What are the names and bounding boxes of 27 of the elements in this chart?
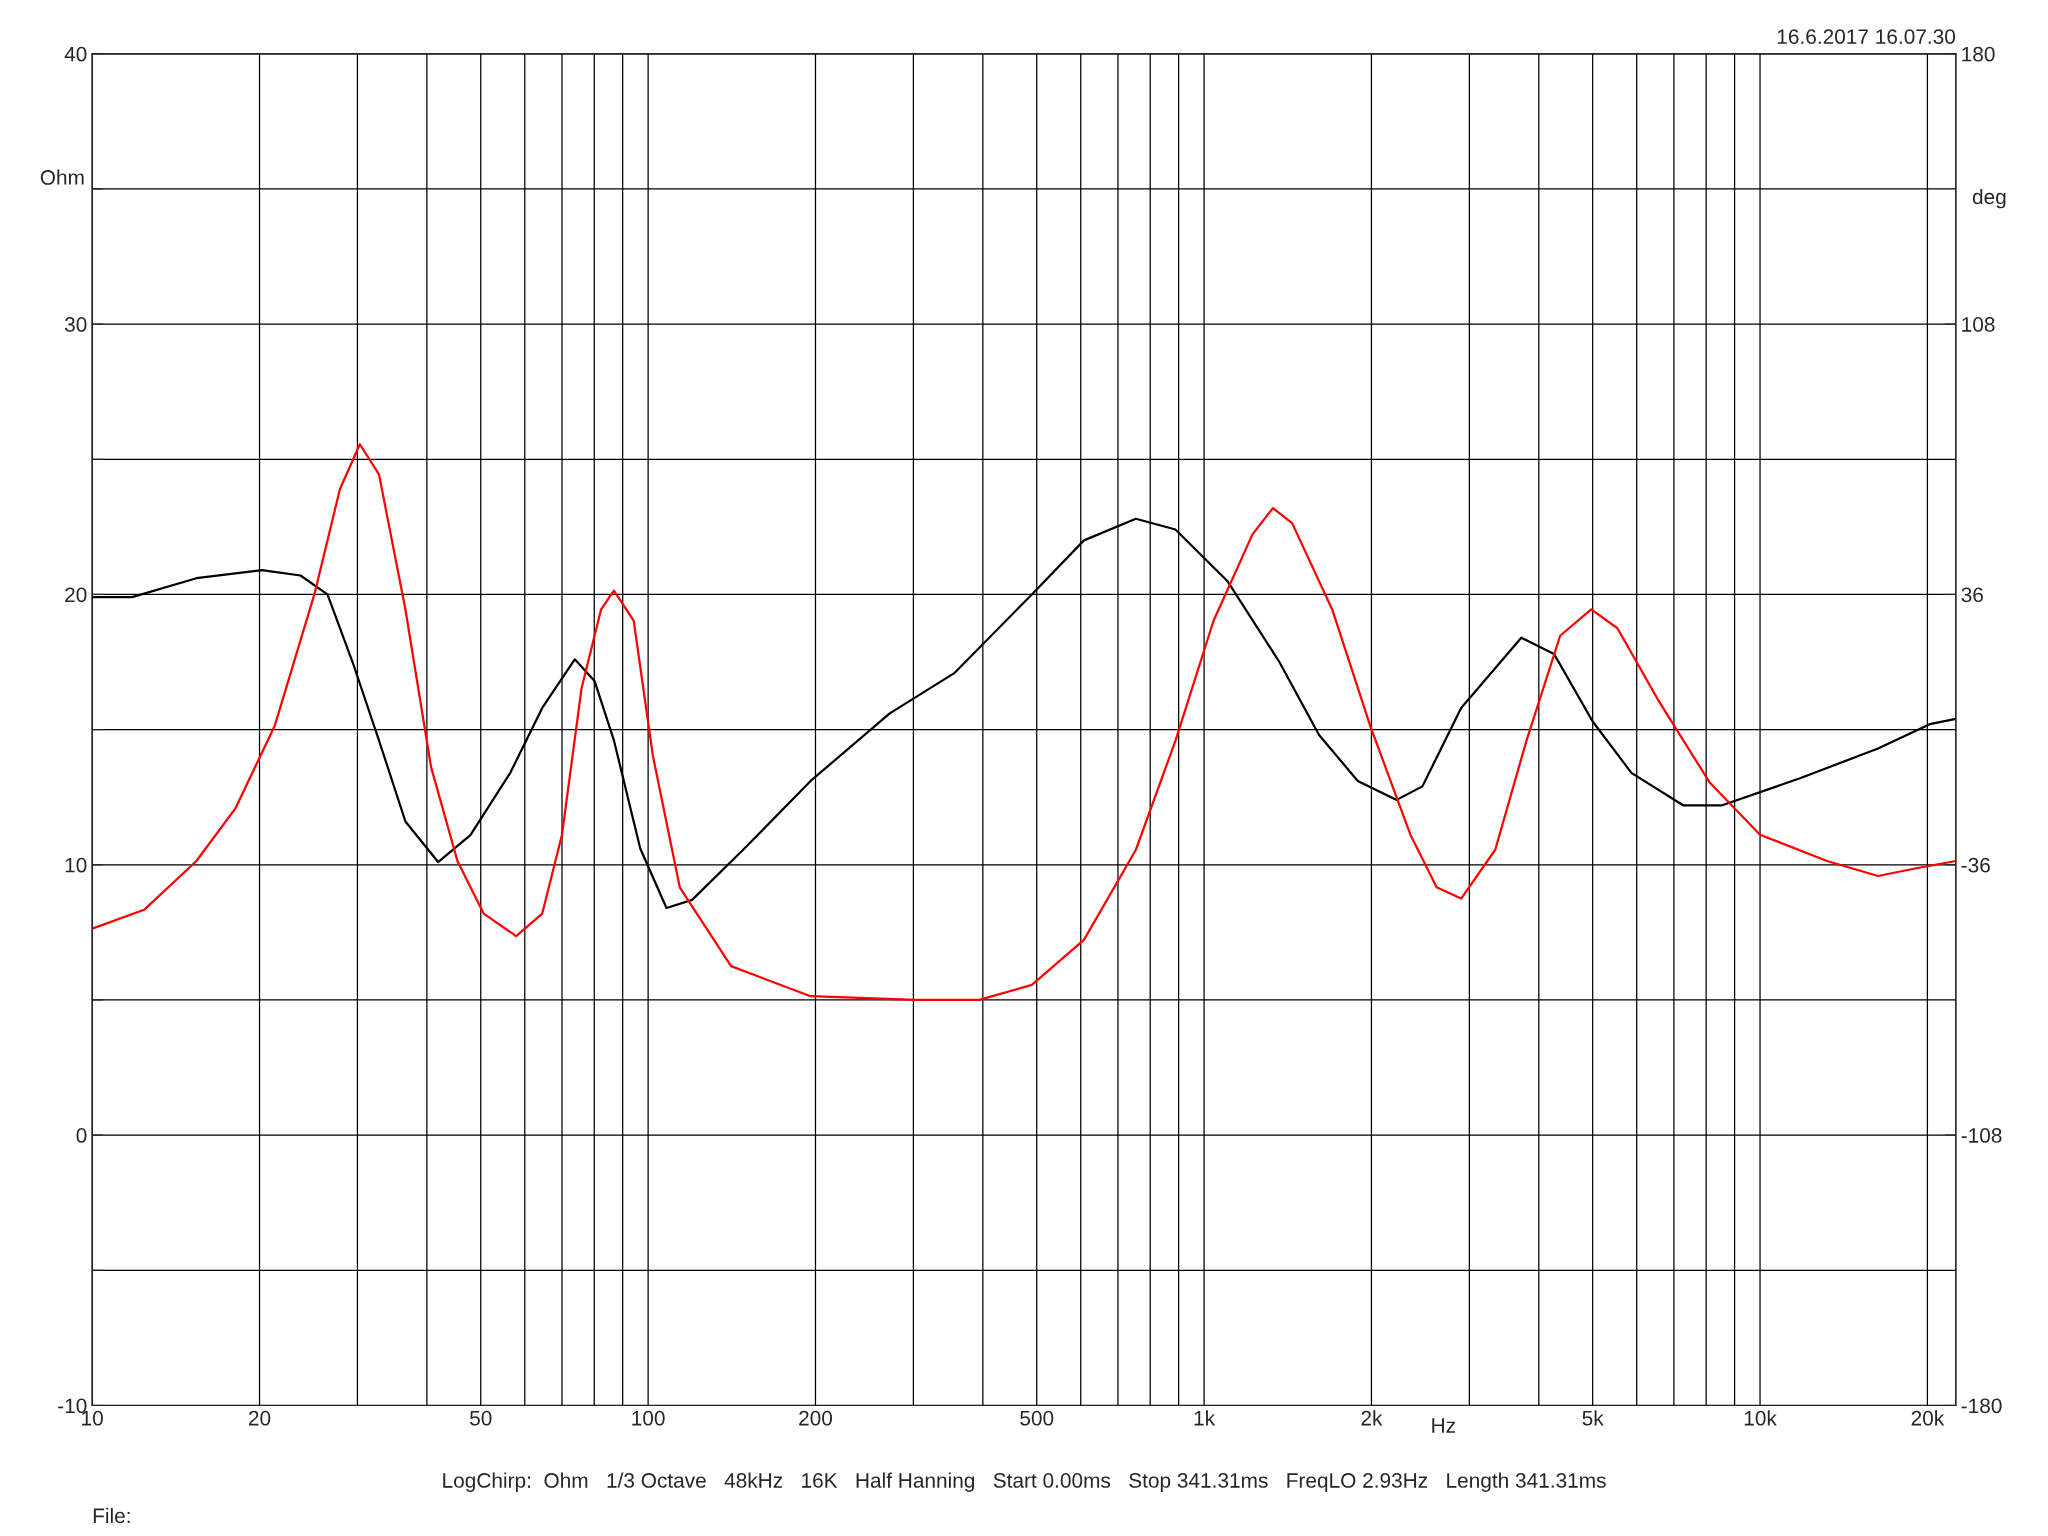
x-tick-label: 500 [1020, 1410, 1054, 1426]
y2-tick-label: 36 [1961, 587, 1983, 603]
y-tick-label: 40 [64, 46, 87, 62]
x-tick-label: 10k [1744, 1410, 1777, 1426]
x-tick-label: 2k [1361, 1410, 1383, 1426]
x-tick-label: 5k [1582, 1410, 1604, 1426]
y-tick-label: 20 [65, 587, 87, 603]
y-tick-label: 30 [64, 317, 87, 332]
y-tick-label: 0 [76, 1128, 87, 1143]
y2-tick-label: -180 [1961, 1398, 2002, 1414]
y2-axis-title: deg [1972, 188, 2006, 209]
x-tick-label: 100 [632, 1410, 665, 1426]
x-tick-label: 1k [1194, 1410, 1216, 1426]
y2-tick-label: 180 [1962, 46, 1995, 62]
y2-tick-label: -108 [1961, 1128, 2002, 1143]
x-axis-title: Hz [1432, 1418, 1456, 1433]
x-tick-label: 200 [799, 1410, 833, 1426]
x-tick-label: 20k [1911, 1410, 1945, 1426]
text: LogChirp: Ohm 1/3 Octave 48kHz 16K Half Hanning Start 0.00ms Stop 341.31ms FreqLO 2.93Hz Length 341.31ms [443, 1472, 1606, 1492]
text: 16.6.2017 16.07.30 [1777, 29, 1956, 44]
x-tick-label: 20 [248, 1410, 271, 1426]
y2-tick-label: -36 [1961, 857, 1990, 873]
y2-tick-label: 108 [1962, 317, 1995, 332]
text: File: [93, 1507, 130, 1524]
y-tick-label: 10 [65, 857, 87, 873]
y-axis-title: Ohm [40, 169, 84, 185]
x-tick-label: 50 [470, 1410, 492, 1426]
